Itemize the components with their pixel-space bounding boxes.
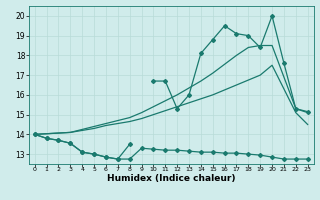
X-axis label: Humidex (Indice chaleur): Humidex (Indice chaleur) [107,174,236,183]
